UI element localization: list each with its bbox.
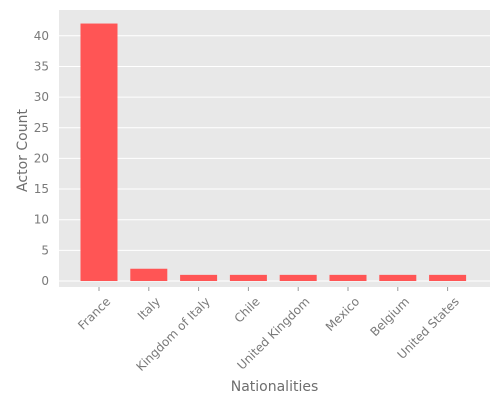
y-tick-label: 30 xyxy=(34,90,49,104)
x-tick-label: Mexico xyxy=(323,294,363,334)
bar-united-kingdom xyxy=(279,274,317,281)
x-tick-label: Italy xyxy=(135,294,163,322)
y-tick-label: 25 xyxy=(34,121,49,135)
bar-chile xyxy=(229,274,267,281)
bar-kingdom-of-italy xyxy=(180,274,218,281)
grid-lines xyxy=(59,35,490,282)
bar-united-states xyxy=(429,274,467,281)
y-tick-label: 15 xyxy=(34,182,49,196)
bar-italy xyxy=(130,268,168,281)
y-axis-label: Actor Count xyxy=(15,109,31,192)
y-tick-label: 20 xyxy=(34,151,49,165)
bar-mexico xyxy=(329,274,367,281)
y-tick-label: 10 xyxy=(34,213,49,227)
bar-france xyxy=(80,23,118,281)
y-tick-label: 5 xyxy=(41,243,49,257)
plot-background xyxy=(59,10,490,287)
bars xyxy=(80,23,467,281)
y-tick-label: 40 xyxy=(34,29,49,43)
y-tick-label: 0 xyxy=(41,274,49,288)
x-axis-label: Nationalities xyxy=(231,379,319,395)
y-tick-label: 35 xyxy=(34,59,49,73)
y-tick-labels: 0 5 10 15 20 25 30 35 40 xyxy=(34,29,49,288)
x-tick-label: France xyxy=(75,294,113,332)
x-tick-label: Chile xyxy=(232,294,263,325)
x-tick-label: Belgium xyxy=(367,294,412,339)
bar-belgium xyxy=(379,274,417,281)
